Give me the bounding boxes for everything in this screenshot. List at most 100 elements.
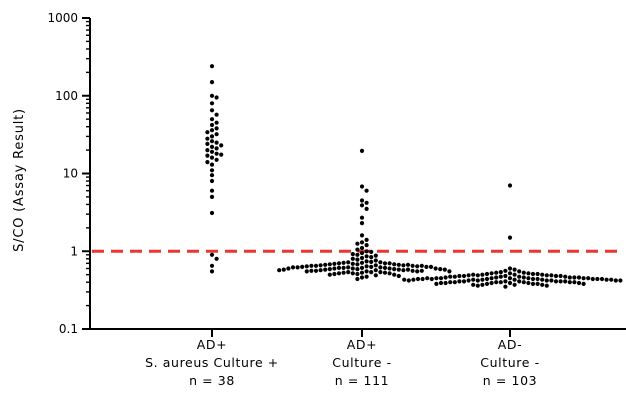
data-point [485,282,489,286]
data-point [215,132,219,136]
data-point [215,121,219,125]
data-point [215,158,219,162]
data-point [365,275,369,279]
data-point [360,256,364,260]
data-point [355,258,359,262]
data-point [406,268,410,272]
data-point [401,263,405,267]
data-point [219,153,223,157]
data-point [319,263,323,267]
data-point [476,284,480,288]
data-point [444,281,448,285]
data-point [365,207,369,211]
data-point [365,254,369,258]
data-point [210,156,214,160]
data-point [494,280,498,284]
data-point [536,272,540,276]
data-point [443,268,447,272]
data-point [332,272,336,276]
data-point [471,278,475,282]
data-point [415,269,419,273]
category-label: S. aureus Culture + [145,355,279,370]
data-point [346,265,350,269]
data-point [503,269,507,273]
data-point [439,281,443,285]
data-point [392,262,396,266]
data-point [513,268,517,272]
y-tick-label: 100 [55,89,78,103]
data-point [462,274,466,278]
data-point [540,283,544,287]
data-point [480,273,484,277]
data-point [522,280,526,284]
data-point [425,276,429,280]
data-point [360,198,364,202]
data-point [355,267,359,271]
category-label: n = 103 [483,373,537,388]
data-point [210,134,214,138]
data-point [210,80,214,84]
data-point [300,265,304,269]
data-point [374,254,378,258]
data-point [549,273,553,277]
data-point [355,277,359,281]
data-point [457,279,461,283]
data-point [291,265,295,269]
data-points [205,64,622,289]
data-point [444,275,448,279]
data-point [378,270,382,274]
data-point [490,276,494,280]
data-point [577,281,581,285]
data-point [219,143,223,147]
data-point [355,248,359,252]
data-point [210,173,214,177]
data-point [508,271,512,275]
data-point [309,264,313,268]
data-point [522,275,526,279]
data-point [536,282,540,286]
data-point [369,260,373,264]
data-point [360,251,364,255]
data-point [314,269,318,273]
data-point [337,261,341,265]
data-point [600,277,604,281]
data-point [346,270,350,274]
category-label: AD+ [197,337,227,352]
data-point [215,141,219,145]
data-point [526,276,530,280]
category-labels: AD+ S. aureus Culture + n = 38 AD+ Culture -… [145,337,540,388]
data-point [618,278,622,282]
data-point [355,272,359,276]
data-point [554,274,558,278]
data-point [210,163,214,167]
category-label: Culture - [480,355,539,370]
data-point [323,268,327,272]
data-point [568,275,572,279]
data-point [365,249,369,253]
data-point [215,152,219,156]
data-point [383,261,387,265]
data-point [531,277,535,281]
data-point [499,275,503,279]
data-point [210,195,214,199]
data-point [453,275,457,279]
data-point [517,275,521,279]
data-point [309,269,313,273]
data-point [388,271,392,275]
data-point [563,275,567,279]
data-point [360,221,364,225]
data-point [448,275,452,279]
data-point [205,142,209,146]
data-point [508,236,512,240]
data-point [210,139,214,143]
data-point [351,266,355,270]
data-point [355,242,359,246]
data-point [383,266,387,270]
data-point [328,267,332,271]
data-point [420,264,424,268]
data-point [499,270,503,274]
data-point [360,266,364,270]
data-point [499,280,503,284]
data-point [277,268,281,272]
